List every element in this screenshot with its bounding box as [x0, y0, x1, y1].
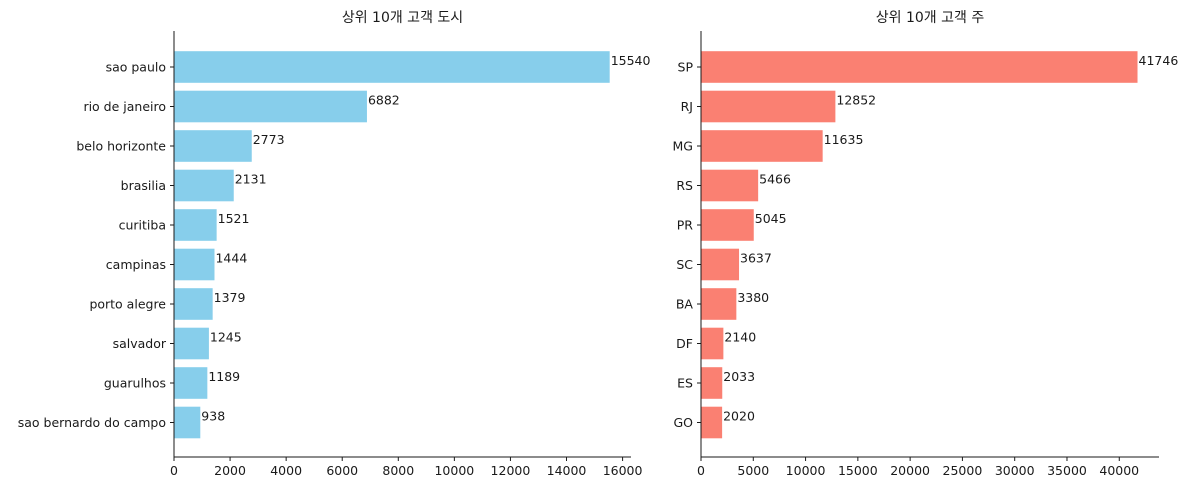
state-data-label: 5045 — [755, 211, 787, 226]
city-data-label: 6882 — [368, 93, 400, 108]
state-category-label: PR — [677, 218, 694, 233]
state-chart-title: 상위 10개 고객 주 — [876, 10, 985, 26]
city-x-tick-label: 8000 — [382, 463, 414, 478]
state-bar — [701, 169, 759, 202]
state-category-label: RJ — [681, 99, 693, 114]
state-data-label: 12852 — [836, 93, 876, 108]
city-x-tick-label: 12000 — [491, 463, 531, 478]
state-x-tick-label: 40000 — [1099, 463, 1139, 478]
city-category-label: guarulhos — [104, 376, 166, 391]
city-x-tick-label: 6000 — [326, 463, 358, 478]
city-category-label: brasilia — [121, 178, 166, 193]
state-bar — [701, 406, 723, 439]
city-category-label: campinas — [106, 257, 166, 272]
state-data-label: 2020 — [723, 409, 755, 424]
city-data-label: 2773 — [253, 132, 285, 147]
state-data-label: 2140 — [724, 330, 756, 345]
state-category-label: BA — [676, 297, 694, 312]
state-category-label: GO — [673, 415, 693, 430]
state-category-label: ES — [677, 376, 693, 391]
city-bar — [174, 169, 234, 202]
city-x-tick-label: 10000 — [434, 463, 474, 478]
city-bar — [174, 367, 208, 399]
state-data-label: 3637 — [740, 251, 772, 266]
state-bar — [701, 130, 823, 162]
state-x-tick-label: 10000 — [786, 463, 826, 478]
state-bar — [701, 367, 723, 399]
city-category-label: sao paulo — [106, 60, 166, 75]
state-bar — [701, 51, 1138, 83]
city-x-tick-label: 2000 — [214, 463, 246, 478]
state-x-tick-label: 5000 — [737, 463, 769, 478]
state-bar — [701, 248, 740, 281]
city-category-label: belo horizonte — [76, 139, 166, 154]
state-x-tick-label: 25000 — [943, 463, 983, 478]
city-data-label: 1521 — [218, 211, 250, 226]
city-bar — [174, 90, 367, 123]
state-bar — [701, 90, 836, 123]
city-bar — [174, 130, 252, 162]
city-category-label: sao bernardo do campo — [18, 415, 166, 430]
city-bar — [174, 288, 213, 320]
state-category-label: SP — [678, 60, 694, 75]
city-bar — [174, 51, 610, 83]
state-data-label: 11635 — [824, 132, 864, 147]
state-data-label: 3380 — [737, 290, 769, 305]
city-bar — [174, 209, 217, 241]
city-data-label: 1379 — [214, 290, 246, 305]
state-x-tick-label: 0 — [697, 463, 705, 478]
city-data-label: 2131 — [235, 172, 267, 187]
city-data-label: 1444 — [215, 251, 247, 266]
city-data-label: 1189 — [208, 369, 240, 384]
city-x-tick-label: 4000 — [270, 463, 302, 478]
state-bar — [701, 209, 754, 241]
city-data-label: 938 — [201, 409, 225, 424]
city-x-tick-label: 16000 — [603, 463, 643, 478]
city-data-label: 15540 — [611, 53, 651, 68]
state-bar — [701, 288, 737, 320]
state-data-label: 5466 — [759, 172, 791, 187]
state-x-tick-label: 35000 — [1047, 463, 1087, 478]
state-category-label: RS — [676, 178, 693, 193]
state-bar — [701, 327, 724, 360]
state-chart-panel: 상위 10개 고객 주 SP 41746 RJ 12852 MG 11635 RS 5466 PR… — [673, 10, 1179, 478]
state-x-tick-label: 20000 — [890, 463, 930, 478]
city-x-tick-label: 0 — [170, 463, 178, 478]
state-category-label: SC — [676, 257, 693, 272]
city-x-tick-label: 14000 — [547, 463, 587, 478]
state-data-label: 2033 — [723, 369, 755, 384]
city-category-label: curitiba — [119, 218, 166, 233]
state-category-label: DF — [676, 336, 693, 351]
city-bar — [174, 406, 201, 439]
city-data-label: 1245 — [210, 330, 242, 345]
city-chart-title: 상위 10개 고객 도시 — [342, 10, 463, 26]
city-category-label: salvador — [113, 336, 167, 351]
city-category-label: rio de janeiro — [83, 99, 166, 114]
state-x-tick-label: 30000 — [995, 463, 1035, 478]
city-category-label: porto alegre — [89, 297, 166, 312]
city-chart-panel: 상위 10개 고객 도시 sao paulo 15540 rio de janeiro… — [18, 10, 651, 478]
city-bar — [174, 248, 215, 281]
state-category-label: MG — [673, 139, 693, 154]
city-bar — [174, 327, 209, 360]
state-data-label: 41746 — [1139, 53, 1179, 68]
state-x-tick-label: 15000 — [838, 463, 878, 478]
